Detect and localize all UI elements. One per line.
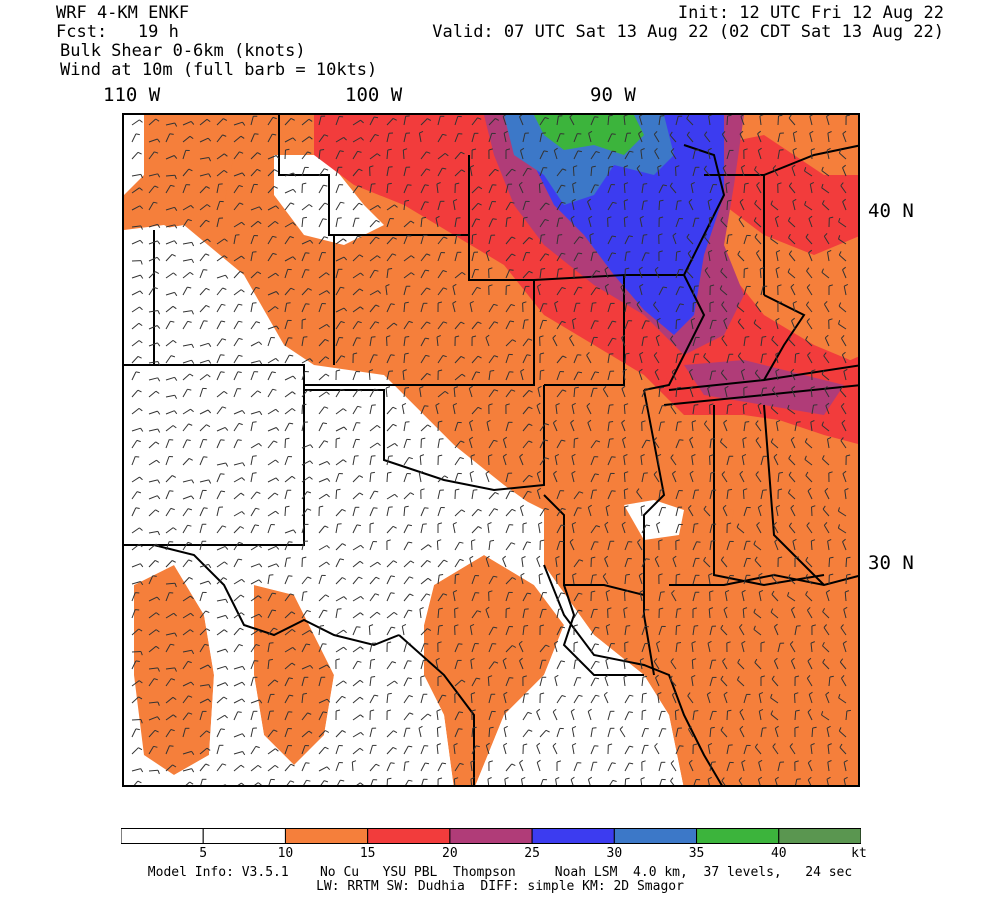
wind-barbs <box>131 115 851 785</box>
colorbar-bin <box>202 828 286 844</box>
shear-field <box>124 115 858 785</box>
colorbar-label: 10 <box>277 846 294 861</box>
colorbar-label: 5 <box>199 846 208 861</box>
colorbar <box>121 828 861 844</box>
lon-label-100w: 100 W <box>345 84 403 106</box>
lat-label-40n: 40 N <box>868 200 914 222</box>
colorbar-label: 30 <box>606 846 623 861</box>
valid-time: Valid: 07 UTC Sat 13 Aug 22 (02 CDT Sat … <box>432 22 944 42</box>
colorbar-label: 40 <box>770 846 787 861</box>
colorbar-bin <box>121 828 204 844</box>
colorbar-bin <box>449 828 533 844</box>
colorbar-bin <box>613 828 698 844</box>
model-info-line2: LW: RRTM SW: Dudhia DIFF: simple KM: 2D … <box>316 879 684 894</box>
colorbar-unit: kt <box>851 846 867 861</box>
map-panel <box>122 113 860 787</box>
lon-label-90w: 90 W <box>590 84 636 106</box>
colorbar-label: 15 <box>359 846 376 861</box>
colorbar-bin <box>696 828 780 844</box>
lat-label-30n: 30 N <box>868 552 914 574</box>
lon-label-110w: 110 W <box>103 84 161 106</box>
colorbar-bin <box>367 828 451 844</box>
field-name: Bulk Shear 0-6km (knots) <box>60 41 306 61</box>
init-time: Init: 12 UTC Fri 12 Aug 22 <box>677 3 944 23</box>
model-info-line1: Model Info: V3.5.1 No Cu YSU PBL Thompso… <box>147 865 853 880</box>
wind-description: Wind at 10m (full barb = 10kts) <box>60 60 378 80</box>
colorbar-bin <box>531 828 615 844</box>
colorbar-label: 20 <box>442 846 458 861</box>
colorbar-bin <box>284 828 369 844</box>
colorbar-bin <box>778 828 861 844</box>
colorbar-label: 35 <box>688 846 705 861</box>
model-title: WRF 4-KM ENKF <box>56 3 190 23</box>
forecast-hour: Fcst: 19 h <box>56 22 179 42</box>
colorbar-label: 25 <box>524 846 540 861</box>
